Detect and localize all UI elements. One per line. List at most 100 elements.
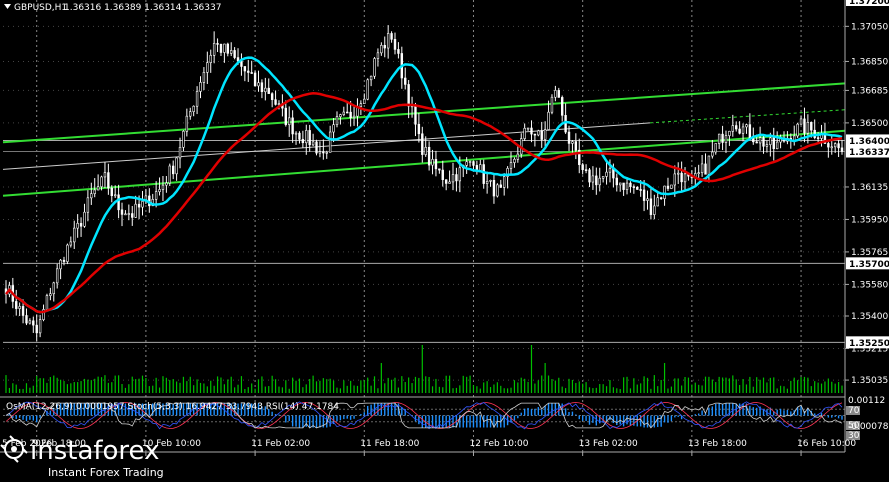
oscillator-level-tag: [846, 431, 860, 440]
candle: [103, 162, 107, 188]
candle: [765, 140, 769, 153]
candle-body: [212, 43, 216, 56]
candle-body: [195, 91, 199, 107]
candle: [502, 173, 506, 196]
candle-body: [639, 189, 642, 191]
candle: [182, 130, 185, 152]
candle: [557, 87, 560, 98]
candle: [192, 105, 195, 117]
candle-body: [574, 141, 578, 151]
candle: [86, 190, 90, 222]
candle: [441, 160, 444, 187]
candle: [646, 190, 649, 210]
candle-body: [441, 169, 444, 180]
candle-body: [21, 306, 25, 316]
moving-averages: [5, 56, 843, 314]
candle: [202, 67, 206, 91]
candle-body: [369, 75, 373, 81]
candle-body: [588, 169, 591, 183]
candle: [711, 139, 714, 159]
candle: [434, 150, 438, 177]
candle: [158, 177, 161, 196]
oscillator-axis-label: 0.00112: [848, 396, 885, 406]
candle-body: [342, 111, 346, 115]
candle: [219, 43, 223, 57]
candle-body: [175, 157, 178, 175]
candle-body: [328, 131, 332, 153]
candle-body: [625, 182, 629, 190]
candle-body: [543, 129, 547, 140]
candle-body: [704, 163, 707, 175]
candle-body: [335, 116, 339, 126]
candle-body: [404, 77, 407, 85]
candle-body: [509, 162, 513, 169]
candle: [52, 281, 55, 302]
candle: [369, 75, 373, 87]
candle: [677, 162, 680, 184]
candle-body: [230, 50, 233, 54]
candle-body: [673, 173, 677, 186]
candle-body: [274, 99, 277, 105]
brand-name: instaforex: [30, 436, 159, 466]
candle: [584, 164, 588, 174]
price-tag-label: 1.36337: [849, 148, 889, 158]
price-tag-label: 1.35700: [849, 260, 889, 270]
logo-mark-icon: [0, 435, 28, 463]
candle-body: [444, 179, 448, 184]
candle: [28, 318, 32, 325]
candle: [288, 106, 291, 137]
candle-body: [267, 87, 270, 94]
candle: [622, 182, 625, 196]
candle: [649, 188, 653, 220]
candle-body: [468, 161, 472, 163]
candle: [499, 179, 502, 188]
candle-body: [42, 309, 45, 320]
candle: [799, 115, 803, 125]
candle-body: [472, 161, 475, 166]
candle-body: [816, 137, 820, 139]
candle: [731, 114, 735, 137]
candle: [49, 287, 52, 301]
candle-body: [560, 97, 564, 116]
candle-body: [578, 149, 581, 165]
candle: [38, 314, 42, 338]
candle: [352, 105, 356, 126]
candle-body: [523, 127, 526, 139]
candle: [172, 160, 175, 180]
candle: [226, 42, 229, 57]
candle: [32, 316, 35, 333]
candle-body: [731, 125, 735, 132]
candle: [485, 171, 489, 194]
rsi-line: [5, 402, 843, 429]
candle-body: [100, 176, 103, 187]
candle: [216, 38, 219, 53]
candle-body: [564, 115, 567, 133]
y-tick-label: 1.37050: [851, 22, 888, 32]
price-tag: [846, 134, 889, 147]
candle-body: [189, 111, 192, 117]
candle: [315, 139, 318, 156]
candle-body: [608, 168, 612, 173]
candle-body: [619, 182, 622, 186]
candle-body: [516, 153, 520, 160]
candle-body: [52, 282, 55, 295]
candle: [431, 149, 434, 175]
candle-body: [127, 213, 131, 215]
candle-body: [322, 151, 325, 154]
candle-body: [533, 133, 537, 136]
candle-body: [209, 55, 212, 63]
candle-body: [670, 184, 673, 189]
candle-body: [755, 141, 758, 144]
candle: [120, 202, 124, 227]
oscillator-level-tag: [846, 421, 860, 430]
candle-body: [359, 103, 363, 107]
candle-body: [172, 165, 175, 175]
candle-body: [714, 143, 717, 153]
candle-body: [73, 227, 76, 243]
candle: [697, 164, 700, 180]
candle-body: [199, 82, 202, 92]
dropdown-triangle-icon[interactable]: [4, 4, 11, 9]
candle-body: [332, 124, 335, 133]
candle-body: [69, 241, 73, 246]
